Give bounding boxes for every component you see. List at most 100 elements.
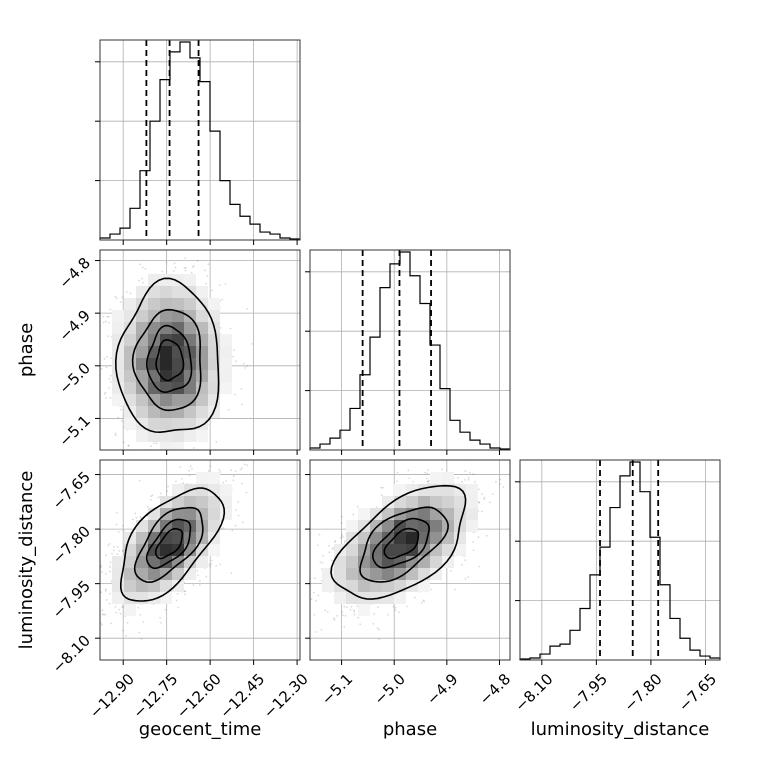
sample-point (227, 408, 230, 411)
sample-point (241, 467, 243, 470)
sample-point (112, 549, 115, 552)
panel-content (88, 463, 249, 640)
sample-point (141, 266, 144, 269)
sample-point (100, 591, 102, 594)
sample-point (110, 357, 112, 359)
sample-point (499, 482, 501, 485)
density-cell (334, 556, 346, 568)
sample-point (313, 577, 316, 580)
sample-point (387, 614, 390, 616)
sample-point (140, 637, 143, 640)
sample-point (196, 259, 199, 262)
sample-point (114, 432, 117, 435)
density-cell (136, 532, 148, 544)
density-cell (442, 544, 454, 556)
density-cell (172, 442, 184, 450)
sample-point (122, 525, 125, 527)
sample-point (126, 621, 129, 624)
sample-point (114, 295, 117, 298)
density-cell (148, 394, 160, 406)
density-cell (172, 508, 184, 520)
sample-point (245, 491, 248, 494)
sample-point (161, 270, 164, 273)
contour-level-3 (383, 527, 420, 560)
density-cell (394, 568, 406, 580)
x-tick-label-geocent_time: −12.90 (86, 670, 138, 722)
density-cell (136, 334, 148, 346)
sample-point (319, 561, 322, 564)
sample-point (134, 512, 137, 515)
sample-point (184, 257, 187, 259)
density-cell (370, 508, 382, 520)
sample-point (110, 381, 112, 383)
sample-point (353, 611, 356, 613)
sample-point (378, 628, 380, 631)
sample-point (160, 492, 162, 495)
sample-point (222, 471, 224, 473)
sample-point (192, 265, 195, 267)
density-cell (160, 532, 172, 544)
sample-point (100, 564, 102, 567)
sample-point (109, 592, 111, 595)
density-cell (112, 346, 124, 358)
sample-point (408, 477, 411, 480)
density-cell (430, 544, 442, 556)
sample-point (317, 594, 320, 597)
sample-point (169, 466, 171, 468)
sample-point (333, 541, 336, 543)
density-cell (358, 568, 370, 580)
density-cell (196, 556, 208, 568)
sample-point (103, 393, 106, 395)
sample-point (88, 616, 90, 618)
contour-level-2 (145, 324, 193, 394)
x-tick-label-luminosity_distance: −8.10 (511, 670, 556, 715)
sample-point (222, 527, 225, 529)
sample-point (231, 529, 234, 532)
density-cell (124, 334, 136, 346)
density-cell (184, 310, 196, 322)
density-cell (454, 532, 466, 544)
sample-point (192, 447, 195, 449)
sample-point (240, 403, 243, 406)
sample-point (208, 563, 211, 566)
density-cell (442, 508, 454, 520)
density-cell (382, 496, 394, 508)
density-cell (334, 544, 346, 556)
contour-level-3 (155, 338, 185, 382)
density-cell (406, 556, 418, 568)
sample-point (139, 263, 141, 266)
sample-point (426, 480, 429, 483)
sample-point (209, 465, 212, 468)
density-cell (370, 544, 382, 556)
sample-point (239, 468, 242, 471)
density-cell (184, 508, 196, 520)
density-cell (208, 472, 220, 484)
sample-point (173, 262, 176, 265)
sample-point (177, 606, 179, 609)
sample-point (328, 551, 331, 554)
sample-point (144, 457, 146, 459)
sample-point (346, 606, 348, 609)
sample-point (394, 609, 397, 612)
sample-point (330, 559, 333, 562)
sample-point (129, 522, 131, 524)
sample-point (138, 479, 141, 482)
sample-point (414, 596, 416, 599)
sample-point (120, 408, 122, 411)
sample-point (179, 466, 182, 468)
sample-point (157, 496, 160, 499)
sample-point (187, 451, 189, 453)
sample-point (457, 476, 459, 479)
density-cell (334, 568, 346, 580)
panel-frame (99, 39, 301, 241)
x-axis-label-geocent_time: geocent_time (139, 719, 262, 740)
density-cell (172, 298, 184, 310)
density-cell (370, 532, 382, 544)
density-cell (220, 334, 232, 346)
sample-point (204, 269, 206, 272)
sample-point (218, 468, 221, 471)
y-tick-label-phase: −5.0 (56, 359, 94, 397)
sample-point (150, 495, 153, 498)
sample-point (100, 367, 103, 370)
